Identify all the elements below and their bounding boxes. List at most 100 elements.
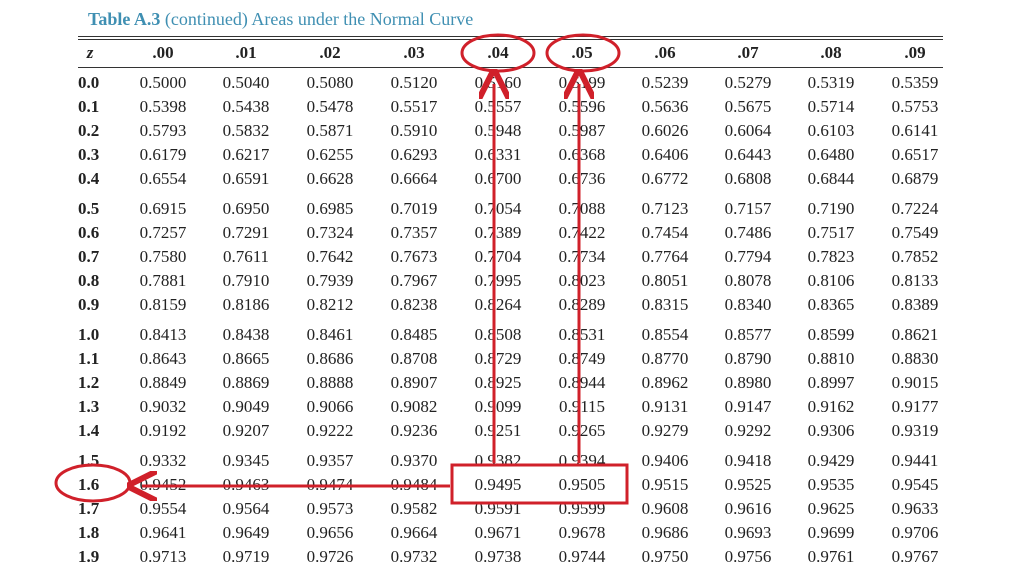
table-cell: 0.9147 bbox=[724, 397, 772, 416]
table-cell: 0.9177 bbox=[891, 397, 939, 416]
table-cell: 0.9484 bbox=[390, 475, 438, 494]
table-caption: Table A.3 (continued) Areas under the No… bbox=[88, 9, 473, 30]
table-cell: 0.9699 bbox=[807, 523, 855, 542]
table-cell: 0.7734 bbox=[558, 247, 606, 266]
table-cell: 0.9608 bbox=[641, 499, 689, 518]
table-row: 0.1 0.5398 0.5438 0.5478 0.5517 0.5557 0.5596 0… bbox=[0, 97, 1023, 121]
table-cell: 0.9495 bbox=[474, 475, 522, 494]
table-cell: 0.6293 bbox=[390, 145, 438, 164]
table-cell: 0.6808 bbox=[724, 169, 772, 188]
table-cell: 0.9357 bbox=[306, 451, 354, 470]
table-cell: 0.9082 bbox=[390, 397, 438, 416]
table-cell: 0.8289 bbox=[558, 295, 606, 314]
table-cell: 0.7486 bbox=[724, 223, 772, 242]
table-cell: 0.9671 bbox=[474, 523, 522, 542]
header-col-06: .06 bbox=[654, 43, 676, 62]
table-row: 0.7 0.7580 0.7611 0.7642 0.7673 0.7704 0.7734 0… bbox=[0, 247, 1023, 271]
table-cell: 0.9441 bbox=[891, 451, 939, 470]
table-cell: 0.7054 bbox=[474, 199, 522, 218]
table-cell: 0.8962 bbox=[641, 373, 689, 392]
table-cell: 0.8461 bbox=[306, 325, 354, 344]
row-z-label: 0.5 bbox=[78, 199, 100, 218]
table-cell: 0.7580 bbox=[139, 247, 187, 266]
row-z-label: 0.8 bbox=[78, 271, 100, 290]
table-cell: 0.8264 bbox=[474, 295, 522, 314]
table-cell: 0.8051 bbox=[641, 271, 689, 290]
table-cell: 0.9706 bbox=[891, 523, 939, 542]
table-cell: 0.8315 bbox=[641, 295, 689, 314]
table-cell: 0.8888 bbox=[306, 373, 354, 392]
table-cell: 0.9429 bbox=[807, 451, 855, 470]
table-cell: 0.9319 bbox=[891, 421, 939, 440]
table-cell: 0.9505 bbox=[558, 475, 606, 494]
table-cell: 0.5910 bbox=[390, 121, 438, 140]
table-cell: 0.8413 bbox=[139, 325, 187, 344]
table-cell: 0.7257 bbox=[139, 223, 187, 242]
table-cell: 0.6141 bbox=[891, 121, 939, 140]
table-cell: 0.9332 bbox=[139, 451, 187, 470]
header-col-00: .00 bbox=[152, 43, 174, 62]
row-z-label: 0.0 bbox=[78, 73, 100, 92]
table-cell: 0.9236 bbox=[390, 421, 438, 440]
table-cell: 0.7291 bbox=[222, 223, 270, 242]
table-cell: 0.8365 bbox=[807, 295, 855, 314]
table-cell: 0.9370 bbox=[390, 451, 438, 470]
table-cell: 0.7939 bbox=[306, 271, 354, 290]
table-cell: 0.7910 bbox=[222, 271, 270, 290]
table-cell: 0.7123 bbox=[641, 199, 689, 218]
table-caption-text: (continued) Areas under the Normal Curve bbox=[160, 9, 474, 29]
table-cell: 0.9545 bbox=[891, 475, 939, 494]
table-cell: 0.8186 bbox=[222, 295, 270, 314]
table-cell: 0.8599 bbox=[807, 325, 855, 344]
row-z-label: 0.2 bbox=[78, 121, 100, 140]
table-cell: 0.5832 bbox=[222, 121, 270, 140]
table-cell: 0.8106 bbox=[807, 271, 855, 290]
table-cell: 0.5398 bbox=[139, 97, 187, 116]
table-cell: 0.9032 bbox=[139, 397, 187, 416]
table-cell: 0.9641 bbox=[139, 523, 187, 542]
header-col-09: .09 bbox=[904, 43, 926, 62]
table-cell: 0.7517 bbox=[807, 223, 855, 242]
table-cell: 0.5636 bbox=[641, 97, 689, 116]
header-z: z bbox=[86, 43, 94, 62]
table-row: 0.3 0.6179 0.6217 0.6255 0.6293 0.6331 0.6368 0… bbox=[0, 145, 1023, 169]
table-cell: 0.6026 bbox=[641, 121, 689, 140]
table-cell: 0.7967 bbox=[390, 271, 438, 290]
table-cell: 0.9564 bbox=[222, 499, 270, 518]
table-row: 1.4 0.9192 0.9207 0.9222 0.9236 0.9251 0.9265 0… bbox=[0, 421, 1023, 445]
table-cell: 0.6554 bbox=[139, 169, 187, 188]
row-z-label: 0.9 bbox=[78, 295, 100, 314]
table-cell: 0.9345 bbox=[222, 451, 270, 470]
table-cell: 0.8686 bbox=[306, 349, 354, 368]
table-cell: 0.6179 bbox=[139, 145, 187, 164]
table-cell: 0.9535 bbox=[807, 475, 855, 494]
row-z-label: 1.0 bbox=[78, 325, 100, 344]
header-col-04: .04 bbox=[487, 43, 509, 62]
header-col-02: .02 bbox=[319, 43, 341, 62]
table-cell: 0.8438 bbox=[222, 325, 270, 344]
table-cell: 0.9474 bbox=[306, 475, 354, 494]
table-cell: 0.8023 bbox=[558, 271, 606, 290]
table-cell: 0.9394 bbox=[558, 451, 606, 470]
table-cell: 0.6103 bbox=[807, 121, 855, 140]
table-cell: 0.9418 bbox=[724, 451, 772, 470]
table-cell: 0.8554 bbox=[641, 325, 689, 344]
table-cell: 0.8708 bbox=[390, 349, 438, 368]
table-row: 0.8 0.7881 0.7910 0.7939 0.7967 0.7995 0.8023 0… bbox=[0, 271, 1023, 295]
table-cell: 0.8577 bbox=[724, 325, 772, 344]
table-row: 1.2 0.8849 0.8869 0.8888 0.8907 0.8925 0.8944 0… bbox=[0, 373, 1023, 397]
table-cell: 0.6064 bbox=[724, 121, 772, 140]
table-cell: 0.9633 bbox=[891, 499, 939, 518]
header-col-08: .08 bbox=[820, 43, 842, 62]
table-cell: 0.9732 bbox=[390, 547, 438, 566]
table-cell: 0.6517 bbox=[891, 145, 939, 164]
table-cell: 0.7422 bbox=[558, 223, 606, 242]
table-cell: 0.9599 bbox=[558, 499, 606, 518]
row-z-label: 0.4 bbox=[78, 169, 100, 188]
table-cell: 0.8925 bbox=[474, 373, 522, 392]
table-row: 1.8 0.9641 0.9649 0.9656 0.9664 0.9671 0.9678 0… bbox=[0, 523, 1023, 547]
table-cell: 0.8340 bbox=[724, 295, 772, 314]
table-cell: 0.8980 bbox=[724, 373, 772, 392]
table-cell: 0.5199 bbox=[558, 73, 606, 92]
table-cell: 0.9207 bbox=[222, 421, 270, 440]
